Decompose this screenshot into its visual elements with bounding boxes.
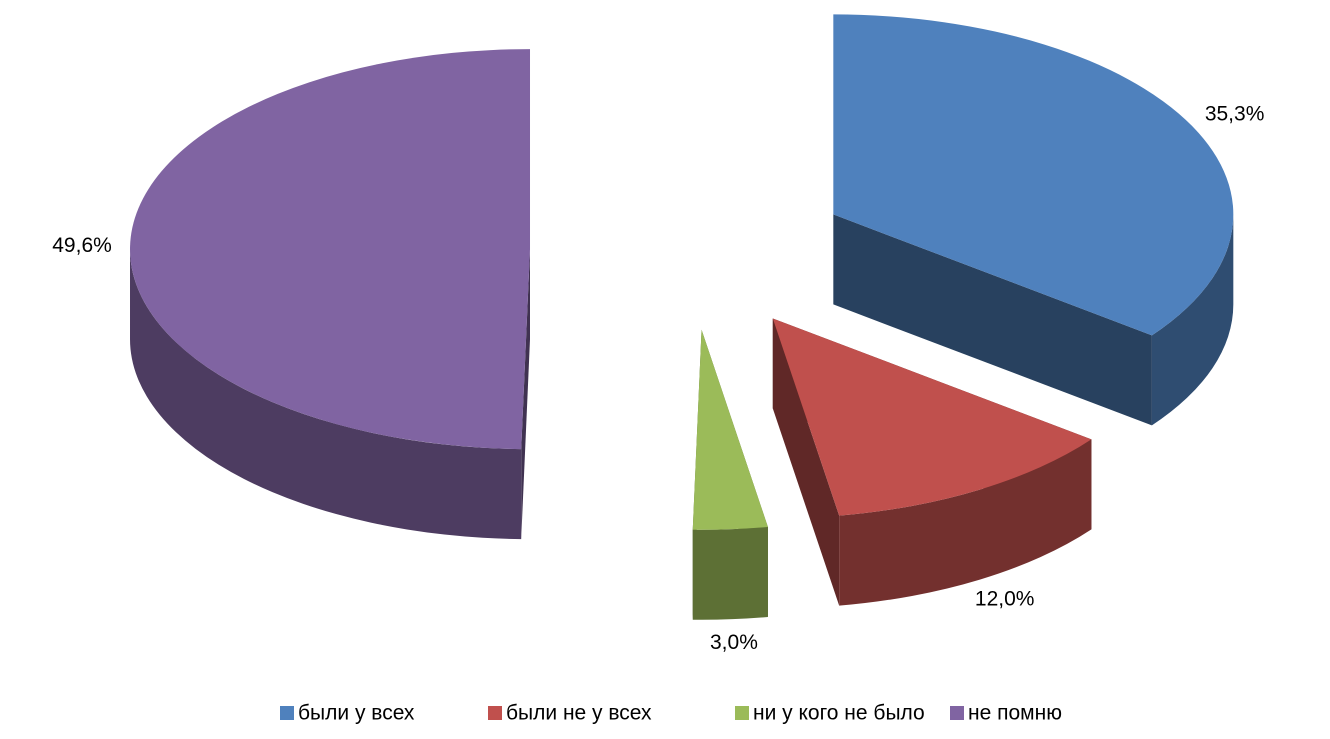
legend-swatch (735, 706, 749, 720)
slice-side (1151, 214, 1234, 426)
legend-swatch (488, 706, 502, 720)
legend-swatch (950, 706, 964, 720)
data-label: 12,0% (975, 588, 1035, 611)
slice-side (521, 249, 531, 540)
legend-label: были не у всех (506, 702, 652, 725)
slice (692, 329, 768, 530)
legend-label: были у всех (298, 702, 415, 725)
slice (130, 49, 531, 450)
data-label: 49,6% (52, 234, 112, 257)
data-label: 35,3% (1205, 102, 1265, 125)
legend-label: ни у кого не было (753, 702, 925, 725)
legend-label: не помню (968, 702, 1062, 725)
slice (772, 318, 1092, 516)
legend-swatch (280, 706, 294, 720)
slice-side (833, 214, 1152, 426)
slice-side (772, 318, 840, 606)
slice-side (130, 249, 522, 540)
slice-side (839, 439, 1092, 606)
data-label: 3,0% (710, 631, 758, 654)
slice-side (692, 527, 768, 620)
slice (833, 14, 1234, 336)
